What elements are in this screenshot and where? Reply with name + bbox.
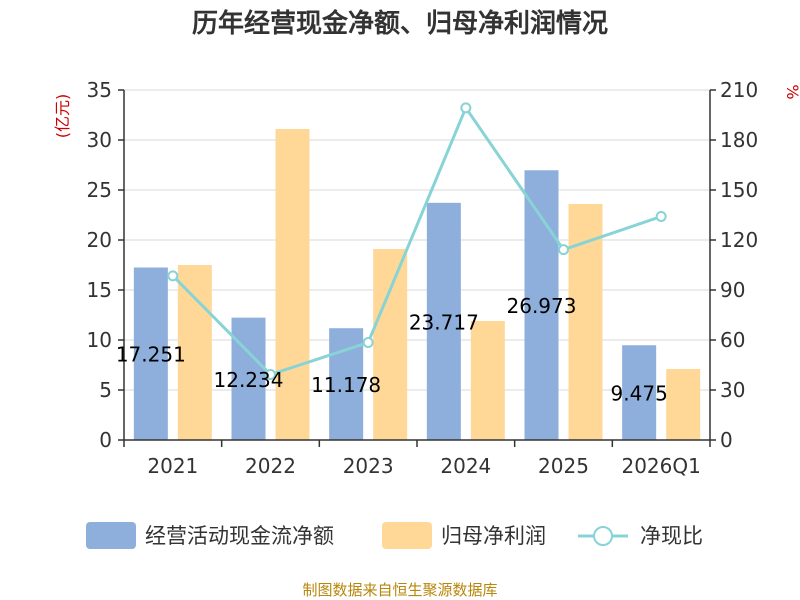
bar-net-profit (470, 321, 505, 440)
bar-cashflow (622, 345, 657, 440)
legend-label-net-profit: 归母净利润 (441, 524, 546, 548)
right-tick-label: 210 (720, 78, 758, 102)
x-tick-label: 2024 (440, 454, 491, 478)
left-axis-unit: (亿元) (53, 94, 72, 139)
x-tick-label: 2022 (245, 454, 296, 478)
left-tick-label: 0 (99, 428, 112, 452)
left-tick-label: 30 (87, 128, 112, 152)
right-tick-label: 30 (720, 378, 745, 402)
left-tick-label: 10 (87, 328, 112, 352)
cashflow-data-label: 23.717 (409, 310, 479, 334)
ratio-line (167, 102, 667, 380)
bar-net-profit (666, 369, 701, 440)
cashflow-data-label: 26.973 (507, 294, 577, 318)
left-tick-label: 35 (87, 78, 112, 102)
legend: 经营活动现金流净额 归母净利润 净现比 (86, 522, 703, 549)
bar-cashflow (133, 267, 168, 440)
left-tick-label: 20 (87, 228, 112, 252)
right-tick-label: 60 (720, 328, 745, 352)
x-tick-label: 2026Q1 (621, 454, 700, 478)
bars (133, 129, 701, 440)
bar-cashflow (426, 202, 461, 440)
right-tick-label: 180 (720, 128, 758, 152)
right-tick-label: 90 (720, 278, 745, 302)
cashflow-data-label: 9.475 (611, 382, 668, 406)
legend-label-ratio: 净现比 (640, 524, 703, 548)
source-text: 制图数据来自恒生聚源数据库 (302, 581, 497, 599)
right-tick-label: 150 (720, 178, 758, 202)
legend-swatch-cashflow (86, 522, 136, 549)
right-tick-label: 120 (720, 228, 758, 252)
right-tick-label: 0 (720, 428, 733, 452)
cashflow-data-label: 12.234 (214, 368, 284, 392)
left-tick-label: 25 (87, 178, 112, 202)
cashflow-data-label: 11.178 (311, 373, 381, 397)
chart-title: 历年经营现金净额、归母净利润情况 (192, 8, 608, 39)
x-tick-label: 2025 (538, 454, 589, 478)
data-labels: 17.251 12.234 11.178 23.717 26.973 9.475 (116, 294, 668, 405)
x-tick-label: 2021 (147, 454, 198, 478)
bar-net-profit (373, 249, 408, 440)
bar-cashflow (231, 317, 266, 440)
left-tick-label: 5 (99, 378, 112, 402)
legend-label-cashflow: 经营活动现金流净额 (145, 524, 334, 548)
legend-swatch-net-profit (382, 522, 432, 549)
bar-net-profit (177, 265, 212, 440)
bar-net-profit (275, 129, 310, 440)
ratio-line-path (171, 104, 662, 377)
ratio-point (558, 244, 569, 256)
ratio-point (655, 211, 667, 222)
ratio-point (167, 270, 179, 282)
right-axis-unit: % (783, 84, 800, 99)
ratio-point (362, 337, 374, 348)
ratio-point (460, 102, 472, 114)
gridlines (124, 89, 710, 391)
left-tick-label: 15 (87, 278, 112, 302)
ratio-point (265, 369, 276, 380)
legend-marker-ratio (593, 526, 613, 546)
cashflow-data-label: 17.251 (116, 343, 186, 367)
x-tick-label: 2023 (343, 454, 394, 478)
